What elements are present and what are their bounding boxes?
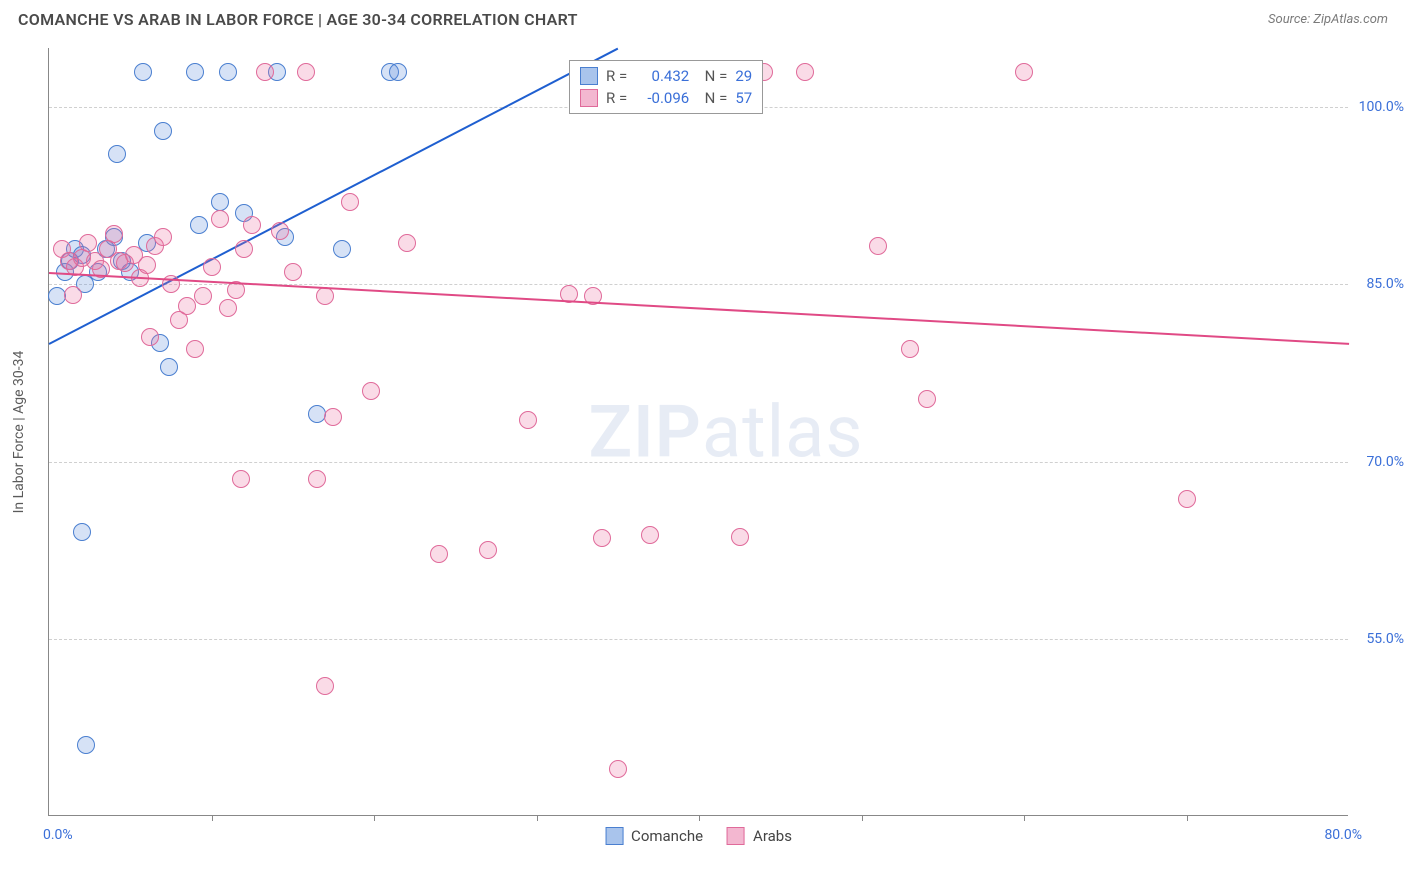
data-point [105, 225, 123, 243]
x-axis-min-label: 0.0% [43, 827, 73, 843]
data-point [389, 63, 407, 81]
n-value: 29 [735, 67, 752, 85]
n-label: N = [697, 67, 727, 85]
legend-swatch [605, 827, 623, 845]
y-tick-label: 70.0% [1366, 454, 1404, 470]
data-point [731, 528, 749, 546]
data-point [219, 299, 237, 317]
legend-item: Arabs [727, 827, 792, 845]
y-tick-label: 100.0% [1359, 99, 1404, 115]
correlation-legend: R = 0.432 N = 29 R = -0.096 N = 57 [569, 60, 763, 114]
chart-title: COMANCHE VS ARAB IN LABOR FORCE | AGE 30… [18, 10, 578, 29]
n-value: 57 [735, 89, 752, 107]
data-point [316, 677, 334, 695]
data-point [186, 340, 204, 358]
correlation-legend-row: R = 0.432 N = 29 [580, 65, 752, 87]
data-point [154, 122, 172, 140]
x-tick [537, 815, 538, 821]
legend-swatch [727, 827, 745, 845]
data-point [398, 234, 416, 252]
x-tick [374, 815, 375, 821]
data-point [308, 405, 326, 423]
data-point [430, 545, 448, 563]
data-point [154, 228, 172, 246]
r-value: -0.096 [635, 89, 689, 107]
data-point [297, 63, 315, 81]
data-point [901, 340, 919, 358]
data-point [479, 541, 497, 559]
data-point [134, 63, 152, 81]
data-point [243, 216, 261, 234]
x-tick [1024, 815, 1025, 821]
data-point [77, 736, 95, 754]
data-point [211, 193, 229, 211]
data-point [79, 234, 97, 252]
y-tick-label: 85.0% [1366, 276, 1404, 292]
legend-swatch [580, 89, 598, 107]
correlation-legend-row: R = -0.096 N = 57 [580, 87, 752, 109]
legend-swatch [580, 67, 598, 85]
scatter-chart: In Labor Force | Age 30-34 ZIPatlas 55.0… [48, 48, 1348, 816]
legend-label: Comanche [631, 827, 703, 845]
data-point [194, 287, 212, 305]
data-point [333, 240, 351, 258]
data-point [316, 287, 334, 305]
source-label: Source: ZipAtlas.com [1268, 12, 1388, 27]
data-point [308, 470, 326, 488]
data-point [141, 328, 159, 346]
x-tick [862, 815, 863, 821]
data-point [324, 408, 342, 426]
data-point [341, 193, 359, 211]
data-point [64, 286, 82, 304]
data-point [869, 237, 887, 255]
data-point [256, 63, 274, 81]
x-tick [1187, 815, 1188, 821]
data-point [362, 382, 380, 400]
data-point [609, 760, 627, 778]
gridline [49, 462, 1348, 463]
x-axis-max-label: 80.0% [1324, 827, 1362, 843]
data-point [232, 470, 250, 488]
legend-label: Arabs [753, 827, 792, 845]
data-point [178, 297, 196, 315]
data-point [918, 390, 936, 408]
data-point [1015, 63, 1033, 81]
data-point [519, 411, 537, 429]
x-tick [699, 815, 700, 821]
data-point [108, 145, 126, 163]
data-point [641, 526, 659, 544]
data-point [271, 222, 289, 240]
data-point [190, 216, 208, 234]
data-point [796, 63, 814, 81]
data-point [211, 210, 229, 228]
data-point [235, 240, 253, 258]
data-point [138, 256, 156, 274]
data-point [593, 529, 611, 547]
gridline [49, 639, 1348, 640]
r-value: 0.432 [635, 67, 689, 85]
legend-item: Comanche [605, 827, 703, 845]
y-tick-label: 55.0% [1366, 631, 1404, 647]
n-label: N = [697, 89, 727, 107]
x-tick [212, 815, 213, 821]
data-point [203, 258, 221, 276]
trend-line [49, 48, 619, 345]
data-point [186, 63, 204, 81]
data-point [73, 523, 91, 541]
data-point [1178, 490, 1196, 508]
r-label: R = [606, 89, 627, 107]
data-point [219, 63, 237, 81]
data-point [48, 287, 66, 305]
y-axis-title: In Labor Force | Age 30-34 [11, 350, 27, 513]
data-point [160, 358, 178, 376]
r-label: R = [606, 67, 627, 85]
series-legend: Comanche Arabs [605, 827, 792, 845]
data-point [284, 263, 302, 281]
